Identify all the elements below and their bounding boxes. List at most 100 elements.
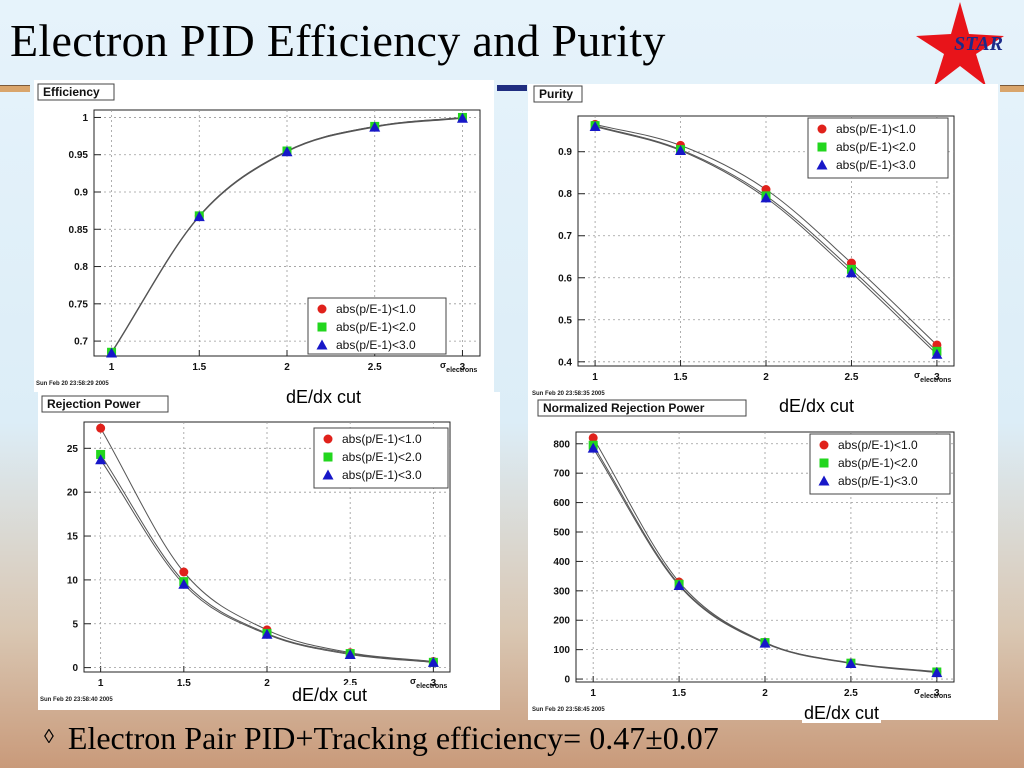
efficiency-chart: Efficiency 1 1.5 2 2.5 3 0.7 0.75 0.8 0.85 0.9 0.95… (36, 83, 481, 387)
legend-marker-triangle (816, 159, 828, 170)
x-axis-title: σelectrons (914, 686, 951, 700)
legend-box (313, 427, 449, 489)
legend-label: abs(p/E-1)<1.0 (838, 438, 918, 452)
y-tick-label: 700 (553, 469, 570, 480)
y-tick-label: 15 (67, 532, 79, 543)
legend-label: abs(p/E-1)<3.0 (838, 474, 918, 488)
legend-marker-square (323, 452, 333, 462)
fit-curve-circle (100, 427, 434, 662)
y-tick-label: 0.75 (69, 299, 89, 310)
y-tick-label: 0.7 (74, 337, 88, 348)
data-point-triangle (931, 667, 943, 678)
x-tick-label: 3 (934, 372, 940, 383)
x-tick-label: 1.5 (192, 362, 206, 373)
x-caption-rejection-power: dE/dx cut (290, 685, 370, 705)
x-caption-normalized-rejection: dE/dx cut (802, 703, 882, 723)
y-tick-label: 400 (553, 557, 570, 568)
timestamp: Sun Feb 20 23:58:29 2005 (36, 381, 109, 387)
x-tick-label: 3 (934, 688, 940, 699)
y-tick-label: 0.8 (558, 189, 572, 200)
title-rule-right (1000, 85, 1024, 92)
x-tick-label: 1.5 (674, 372, 688, 383)
y-tick-label: 25 (67, 444, 79, 455)
chart-title-box (41, 395, 169, 413)
star-logo-text: STAR (954, 33, 1003, 55)
x-tick-label: 2 (763, 372, 769, 383)
normalized-rejection-power-chart: Normalized Rejection Power 1 1.5 2 2.5 3 0 100 2… (532, 399, 955, 713)
data-point-triangle (95, 454, 107, 465)
chart-title: Normalized Rejection Power (543, 401, 705, 415)
x-axis-title: σelectrons (410, 676, 447, 690)
chart-title: Purity (539, 87, 573, 101)
legend-label: abs(p/E-1)<1.0 (836, 122, 916, 136)
fit-curve-triangle (111, 117, 463, 354)
data-point-triangle (369, 121, 381, 132)
data-point-triangle (427, 656, 439, 667)
x-tick-label: 3 (431, 678, 437, 689)
x-axis-title: σelectrons (914, 370, 951, 384)
x-axis-title: σelectrons (440, 360, 477, 374)
title-rule-accent (497, 85, 527, 91)
y-tick-label: 20 (67, 488, 79, 499)
data-point-triangle (589, 121, 601, 132)
fit-curve-triangle (592, 447, 937, 674)
data-point-triangle (845, 657, 857, 668)
data-point-triangle (193, 211, 205, 222)
chart-title-box (537, 399, 747, 417)
diamond-bullet-icon: ◊ (44, 726, 54, 749)
rejection-power-chart: Rejection Power 1 1.5 2 2.5 3 0 5 10 15 20 25 abs(p/… (40, 395, 451, 703)
data-point-triangle (281, 146, 293, 157)
chart-panel-efficiency: Efficiency 1 1.5 2 2.5 3 0.7 0.75 0.8 0.85 0.9 0.95… (34, 80, 494, 392)
summary-text: Electron Pair PID+Tracking efficiency= 0… (67, 720, 719, 756)
legend-label: abs(p/E-1)<2.0 (838, 456, 918, 470)
legend-label: abs(p/E-1)<2.0 (836, 140, 916, 154)
chart-title-box (533, 85, 583, 103)
legend-marker-triangle (818, 475, 830, 486)
y-tick-label: 0.7 (558, 231, 572, 242)
summary-bullet: ◊ Electron Pair PID+Tracking efficiency= … (44, 720, 719, 757)
chart-panel-rejection-power: Rejection Power 1 1.5 2 2.5 3 0 5 10 15 20 25 abs(p/… (38, 392, 500, 710)
data-point-triangle (261, 628, 273, 639)
legend-label: abs(p/E-1)<3.0 (342, 468, 422, 482)
y-tick-label: 0.5 (558, 315, 572, 326)
x-tick-label: 1.5 (672, 688, 686, 699)
y-tick-label: 300 (553, 586, 570, 597)
timestamp: Sun Feb 20 23:58:35 2005 (532, 391, 605, 397)
series-triangle (589, 121, 943, 359)
y-tick-label: 100 (553, 645, 570, 656)
x-caption-purity: dE/dx cut (777, 396, 857, 416)
data-point-circle (179, 567, 189, 577)
data-point-triangle (760, 192, 772, 203)
x-tick-label: 2.5 (845, 372, 859, 383)
y-tick-label: 0.85 (69, 225, 89, 236)
x-tick-label: 2 (264, 678, 270, 689)
chart-panel-normalized-rejection: Normalized Rejection Power 1 1.5 2 2.5 3 0 100 2… (528, 398, 998, 720)
star-logo: STAR (916, 2, 1004, 86)
y-tick-label: 0.4 (558, 357, 572, 368)
legend-label: abs(p/E-1)<3.0 (836, 158, 916, 172)
y-tick-label: 0.8 (74, 262, 88, 273)
x-tick-label: 2 (284, 362, 290, 373)
y-tick-label: 5 (72, 619, 78, 630)
y-tick-label: 0 (564, 675, 570, 686)
data-point-triangle (845, 267, 857, 278)
x-tick-label: 2 (762, 688, 768, 699)
y-tick-label: 600 (553, 498, 570, 509)
data-point-triangle (344, 648, 356, 659)
legend-label: abs(p/E-1)<2.0 (336, 320, 416, 334)
x-tick-label: 1 (98, 678, 104, 689)
legend-marker-circle (819, 440, 829, 450)
y-tick-label: 0.6 (558, 273, 572, 284)
data-point-circle (588, 433, 598, 443)
legend-marker-circle (323, 434, 333, 444)
purity-chart: Purity 1 1.5 2 2.5 3 0.4 0.5 0.6 0.7 0.8 0.9 abs(p/E… (532, 85, 955, 397)
x-tick-label: 1 (592, 372, 598, 383)
series-triangle (95, 454, 439, 667)
y-tick-label: 1 (82, 113, 88, 124)
y-tick-label: 0.9 (74, 188, 88, 199)
chart-title: Efficiency (43, 85, 100, 99)
chart-title: Rejection Power (47, 397, 141, 411)
data-point-triangle (931, 348, 943, 359)
y-tick-label: 0 (72, 663, 78, 674)
legend-marker-square (819, 458, 829, 468)
